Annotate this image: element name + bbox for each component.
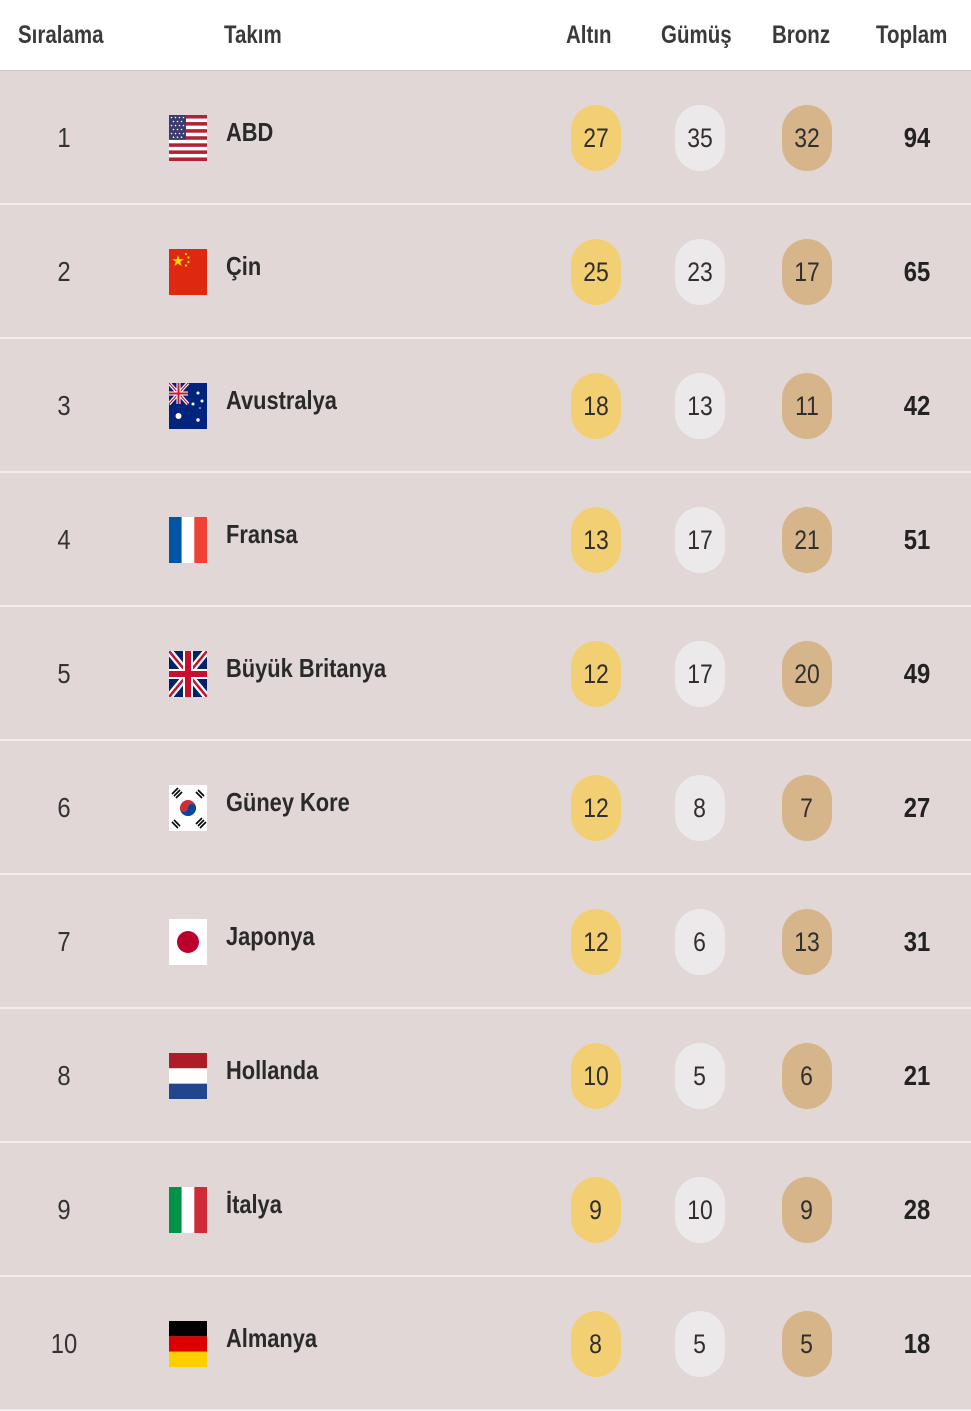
table-row: 3 [0, 339, 971, 473]
team-name: Güney Kore [226, 787, 350, 817]
china-flag-icon [169, 249, 207, 295]
france-flag-icon [169, 517, 207, 563]
gold-count: 12 [571, 775, 621, 841]
rank-cell: 5 [57, 658, 71, 689]
header-total: Toplam [876, 21, 948, 49]
japan-flag-icon [169, 919, 207, 965]
header-team: Takım [224, 21, 282, 49]
silver-count: 5 [675, 1311, 725, 1377]
gold-count: 25 [571, 239, 621, 305]
total-count: 49 [903, 658, 931, 689]
silver-count: 6 [675, 909, 725, 975]
gold-count: 12 [571, 641, 621, 707]
bronze-count: 7 [782, 775, 832, 841]
table-header: Sıralama Takım Altın Gümüş Bronz Toplam [0, 0, 971, 71]
header-gold: Altın [566, 21, 612, 49]
header-silver: Gümüş [661, 21, 732, 49]
table-row: 8 Hollanda 10 5 6 21 [0, 1009, 971, 1143]
silver-count: 17 [675, 507, 725, 573]
gold-count: 27 [571, 105, 621, 171]
silver-count: 17 [675, 641, 725, 707]
table-row: 2 Çin 25 23 17 65 [0, 205, 971, 339]
total-count: 42 [903, 390, 931, 421]
total-count: 18 [903, 1328, 931, 1359]
gold-count: 8 [571, 1311, 621, 1377]
gold-count: 12 [571, 909, 621, 975]
team-name: Hollanda [226, 1055, 319, 1085]
silver-count: 10 [675, 1177, 725, 1243]
silver-count: 5 [675, 1043, 725, 1109]
uk-flag-icon [169, 651, 207, 697]
gold-count: 18 [571, 373, 621, 439]
total-count: 94 [903, 122, 931, 153]
gold-count: 10 [571, 1043, 621, 1109]
team-name: ABD [226, 117, 274, 147]
team-name: İtalya [226, 1189, 282, 1219]
total-count: 65 [903, 256, 931, 287]
team-name: Japonya [226, 921, 315, 951]
table-row: 10 Almanya 8 5 5 18 [0, 1277, 971, 1411]
medal-table-body: 1 ABD [0, 71, 971, 1411]
bronze-count: 32 [782, 105, 832, 171]
australia-flag-icon [169, 383, 207, 429]
silver-count: 23 [675, 239, 725, 305]
bronze-count: 9 [782, 1177, 832, 1243]
table-row: 6 Güney Kore 12 8 7 27 [0, 741, 971, 875]
italy-flag-icon [169, 1187, 207, 1233]
header-bronze: Bronz [772, 21, 831, 49]
bronze-count: 20 [782, 641, 832, 707]
team-name: Avustralya [226, 385, 337, 415]
bronze-count: 13 [782, 909, 832, 975]
total-count: 27 [903, 792, 931, 823]
team-name: Büyük Britanya [226, 653, 387, 683]
bronze-count: 11 [782, 373, 832, 439]
header-rank: Sıralama [18, 21, 104, 49]
total-count: 31 [903, 926, 931, 957]
table-row: 7 Japonya 12 6 13 31 [0, 875, 971, 1009]
table-row: 4 Fransa 13 17 21 51 [0, 473, 971, 607]
silver-count: 35 [675, 105, 725, 171]
silver-count: 8 [675, 775, 725, 841]
germany-flag-icon [169, 1321, 207, 1367]
rank-cell: 7 [57, 926, 71, 957]
team-name: Almanya [226, 1323, 318, 1353]
table-row: 1 ABD [0, 71, 971, 205]
total-count: 21 [903, 1060, 931, 1091]
rank-cell: 4 [57, 524, 71, 555]
south-korea-flag-icon [169, 785, 207, 831]
rank-cell: 10 [50, 1328, 78, 1359]
gold-count: 13 [571, 507, 621, 573]
total-count: 28 [903, 1194, 931, 1225]
bronze-count: 5 [782, 1311, 832, 1377]
rank-cell: 3 [57, 390, 71, 421]
team-name: Çin [226, 251, 262, 281]
usa-flag-icon [169, 115, 207, 161]
rank-cell: 6 [57, 792, 71, 823]
bronze-count: 21 [782, 507, 832, 573]
rank-cell: 8 [57, 1060, 71, 1091]
silver-count: 13 [675, 373, 725, 439]
rank-cell: 9 [57, 1194, 71, 1225]
total-count: 51 [903, 524, 931, 555]
rank-cell: 2 [57, 256, 71, 287]
gold-count: 9 [571, 1177, 621, 1243]
rank-cell: 1 [57, 122, 71, 153]
team-name: Fransa [226, 519, 298, 549]
table-row: 9 İtalya 9 10 9 28 [0, 1143, 971, 1277]
bronze-count: 17 [782, 239, 832, 305]
table-row: 5 Büyük Britanya 12 17 20 49 [0, 607, 971, 741]
netherlands-flag-icon [169, 1053, 207, 1099]
bronze-count: 6 [782, 1043, 832, 1109]
